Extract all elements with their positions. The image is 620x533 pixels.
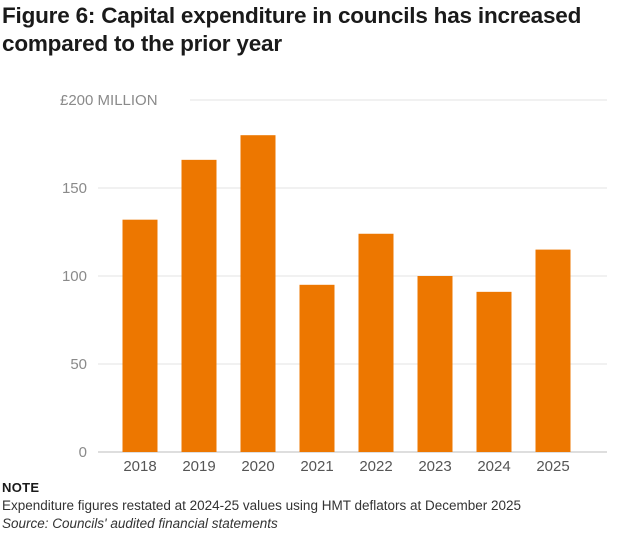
x-axis-ticks: 2018 2019 2020 2021 2022 2023 2024 2025 [123,458,569,475]
gridlines [98,99,607,453]
y-tick-label: £200 MILLION [60,92,158,109]
bar-2021 [299,284,335,452]
x-tick-label: 2018 [123,458,156,475]
x-tick-label: 2020 [241,458,274,475]
bars [122,135,571,452]
bar-2024 [476,291,512,452]
chart-footer: NOTE Expenditure figures restated at 202… [2,479,618,533]
y-tick-label: 0 [79,444,87,461]
x-tick-label: 2022 [359,458,392,475]
source-text: Source: Councils' audited financial stat… [2,516,278,531]
y-tick-label: 50 [70,356,87,373]
y-tick-label: 150 [62,180,87,197]
bar-2018 [122,219,158,452]
note-heading: NOTE [2,480,40,495]
bar-2019 [181,159,217,452]
bar-2023 [417,276,453,452]
bar-2025 [535,249,571,452]
x-tick-label: 2024 [477,458,510,475]
chart-title: Figure 6: Capital expenditure in council… [2,3,582,56]
y-axis-ticks: 0 50 100 150 £200 MILLION [60,92,158,461]
note-text: Expenditure figures restated at 2024-25 … [2,498,522,513]
x-tick-label: 2023 [418,458,451,475]
x-tick-label: 2021 [300,458,333,475]
bar-2022 [358,233,394,452]
bar-2020 [240,135,276,452]
x-tick-label: 2025 [536,458,569,475]
y-tick-label: 100 [62,268,87,285]
x-tick-label: 2019 [182,458,215,475]
